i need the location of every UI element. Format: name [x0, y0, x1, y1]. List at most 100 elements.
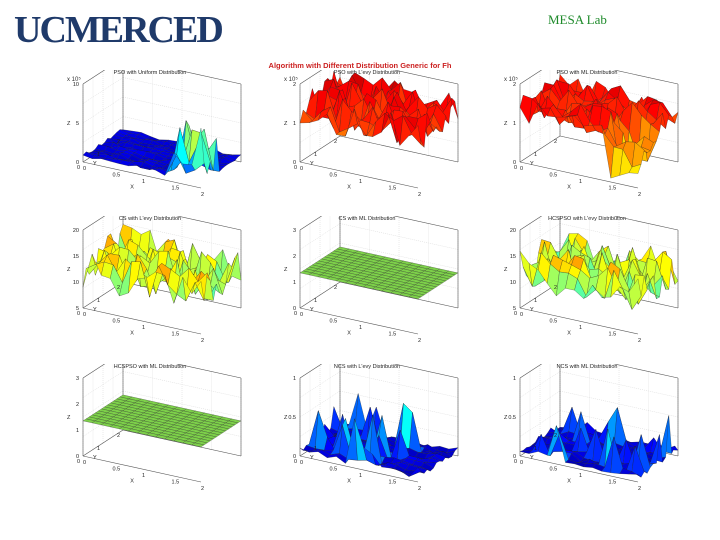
y-tick-label: 1 — [97, 298, 100, 304]
x-tick-label: 2 — [638, 338, 641, 344]
z-axis-label: Z — [67, 415, 71, 421]
surface-plot: CS with ML Distribution 3 2 1 0 Z 0 0.5 1 1.5 2 X 0 1… — [272, 216, 462, 364]
z-tick-label: 1 — [513, 376, 516, 382]
x-tick-label: 1.5 — [172, 332, 180, 338]
x-tick-label: 2 — [418, 192, 421, 198]
surface-patch — [628, 164, 642, 174]
surface-svg: 1 0.5 0 Z 0 0.5 1 1.5 2 X 0 1 2 Y — [284, 364, 459, 492]
x-tick-label: 0.5 — [330, 467, 338, 473]
axis-line — [82, 429, 124, 457]
x-tick-label: 0 — [300, 312, 303, 318]
plot-title: HCSPSO with ML Distribution — [113, 364, 187, 370]
surface-svg: 3 2 1 0 Z 0 0.5 1 1.5 2 X 0 1 2 Y — [67, 364, 242, 492]
x-tick-label: 0.5 — [550, 467, 558, 473]
z-tick-label: 3 — [76, 376, 79, 382]
z-tick-label: 5 — [76, 121, 79, 127]
y-axis-label: Y — [93, 455, 97, 461]
x-tick-label: 1 — [359, 325, 362, 331]
axis-line — [393, 364, 459, 379]
x-tick-label: 1 — [142, 179, 145, 185]
z-tick-label: 0 — [293, 454, 296, 460]
axis-line — [299, 281, 341, 309]
axis-line — [613, 70, 679, 85]
surface-plot: HCSPSO with ML Distribution 3 2 1 0 Z 0 0.5 1 1.5… — [55, 364, 245, 512]
z-axis-label: Z — [67, 267, 71, 273]
x-tick-label: 1 — [579, 325, 582, 331]
x-tick-label: 0.5 — [113, 173, 121, 179]
y-axis-label: Y — [93, 161, 97, 167]
x-axis-label: X — [130, 330, 134, 336]
x-tick-label: 0.5 — [113, 467, 121, 473]
axis-line — [339, 135, 459, 163]
z-axis-label: Z — [284, 267, 288, 273]
plot-title: PSO with ML Distribution — [556, 70, 618, 76]
x-tick-label: 2 — [638, 192, 641, 198]
axis-line — [519, 70, 543, 85]
x-tick-label: 1.5 — [389, 480, 397, 486]
x-tick-label: 1.5 — [172, 186, 180, 192]
x-tick-label: 2 — [418, 486, 421, 492]
x-axis-label: X — [567, 478, 571, 484]
z-tick-label: 1 — [513, 121, 516, 127]
y-tick-label: 2 — [334, 433, 337, 439]
z-tick-label: 1 — [293, 376, 296, 382]
y-axis-label: Y — [530, 455, 534, 461]
x-tick-label: 2 — [638, 486, 641, 492]
x-tick-label: 0 — [83, 460, 86, 466]
y-tick-label: 0 — [294, 165, 297, 171]
axis-line — [176, 216, 242, 231]
z-tick-label: 20 — [73, 228, 79, 234]
x-tick-label: 0 — [83, 166, 86, 172]
y-tick-label: 1 — [534, 298, 537, 304]
z-tick-label: 10 — [73, 82, 79, 88]
y-axis-label: Y — [530, 161, 534, 167]
z-tick-label: 1 — [293, 280, 296, 286]
z-exponent-label: x 10⁵ — [284, 77, 298, 83]
surface-patch — [628, 278, 642, 310]
surface-plot: PSO with L'evy Distribution 2 1 0 Z 0 0.5 1 1.5 2… — [272, 70, 462, 218]
surface-plot: NCS with L'evy Distribution 1 0.5 0 Z 0 0.5 1 1.… — [272, 364, 462, 512]
axis-line — [299, 161, 419, 189]
y-tick-label: 0 — [294, 459, 297, 465]
x-tick-label: 0 — [83, 312, 86, 318]
axis-line — [613, 364, 679, 379]
z-tick-label: 0 — [76, 454, 79, 460]
z-axis-label: Z — [67, 121, 71, 127]
axis-line — [176, 70, 242, 85]
y-tick-label: 1 — [314, 298, 317, 304]
axis-line — [82, 307, 202, 335]
y-axis-label: Y — [93, 307, 97, 313]
y-tick-label: 0 — [77, 165, 80, 171]
axis-line — [393, 70, 459, 85]
x-axis-label: X — [567, 184, 571, 190]
z-exponent-label: x 10⁵ — [504, 77, 518, 83]
x-tick-label: 1 — [579, 473, 582, 479]
plot-title: NCS with L'evy Distribution — [333, 364, 401, 370]
axis-line — [82, 216, 106, 231]
y-tick-label: 1 — [314, 446, 317, 452]
z-tick-label: 15 — [510, 254, 516, 260]
z-tick-label: 0 — [293, 160, 296, 166]
axis-line — [299, 364, 323, 379]
x-tick-label: 2 — [418, 338, 421, 344]
y-tick-label: 0 — [294, 311, 297, 317]
axis-line — [613, 216, 679, 231]
z-tick-label: 2 — [293, 254, 296, 260]
x-tick-label: 1 — [359, 473, 362, 479]
surface-plot: NCS with ML Distribution 1 0.5 0 Z 0 0.5 1 1.5 2 X… — [492, 364, 682, 512]
y-tick-label: 1 — [534, 446, 537, 452]
z-tick-label: 3 — [293, 228, 296, 234]
x-axis-label: X — [347, 478, 351, 484]
y-axis-label: Y — [530, 307, 534, 313]
plot-title: PSO with L'evy Distribution — [333, 70, 401, 76]
surface-svg: 2 1 0 Z 0 0.5 1 1.5 2 X 0 1 2 Y — [284, 70, 459, 198]
surface-plot: HCSPSO with L'evy Distribution 20 15 10 5 Z 0 0… — [492, 216, 682, 364]
x-tick-label: 0.5 — [330, 173, 338, 179]
surface-svg: 2 1 0 Z 0 0.5 1 1.5 2 X 0 1 2 Y — [504, 70, 679, 198]
y-tick-label: 1 — [534, 152, 537, 158]
surface-patch — [191, 281, 205, 301]
surface-svg: 20 15 10 5 Z 0 0.5 1 1.5 2 X 0 1 2 Y — [67, 216, 242, 344]
x-tick-label: 0 — [520, 460, 523, 466]
axis-line — [122, 116, 242, 143]
axis-line — [82, 161, 202, 189]
